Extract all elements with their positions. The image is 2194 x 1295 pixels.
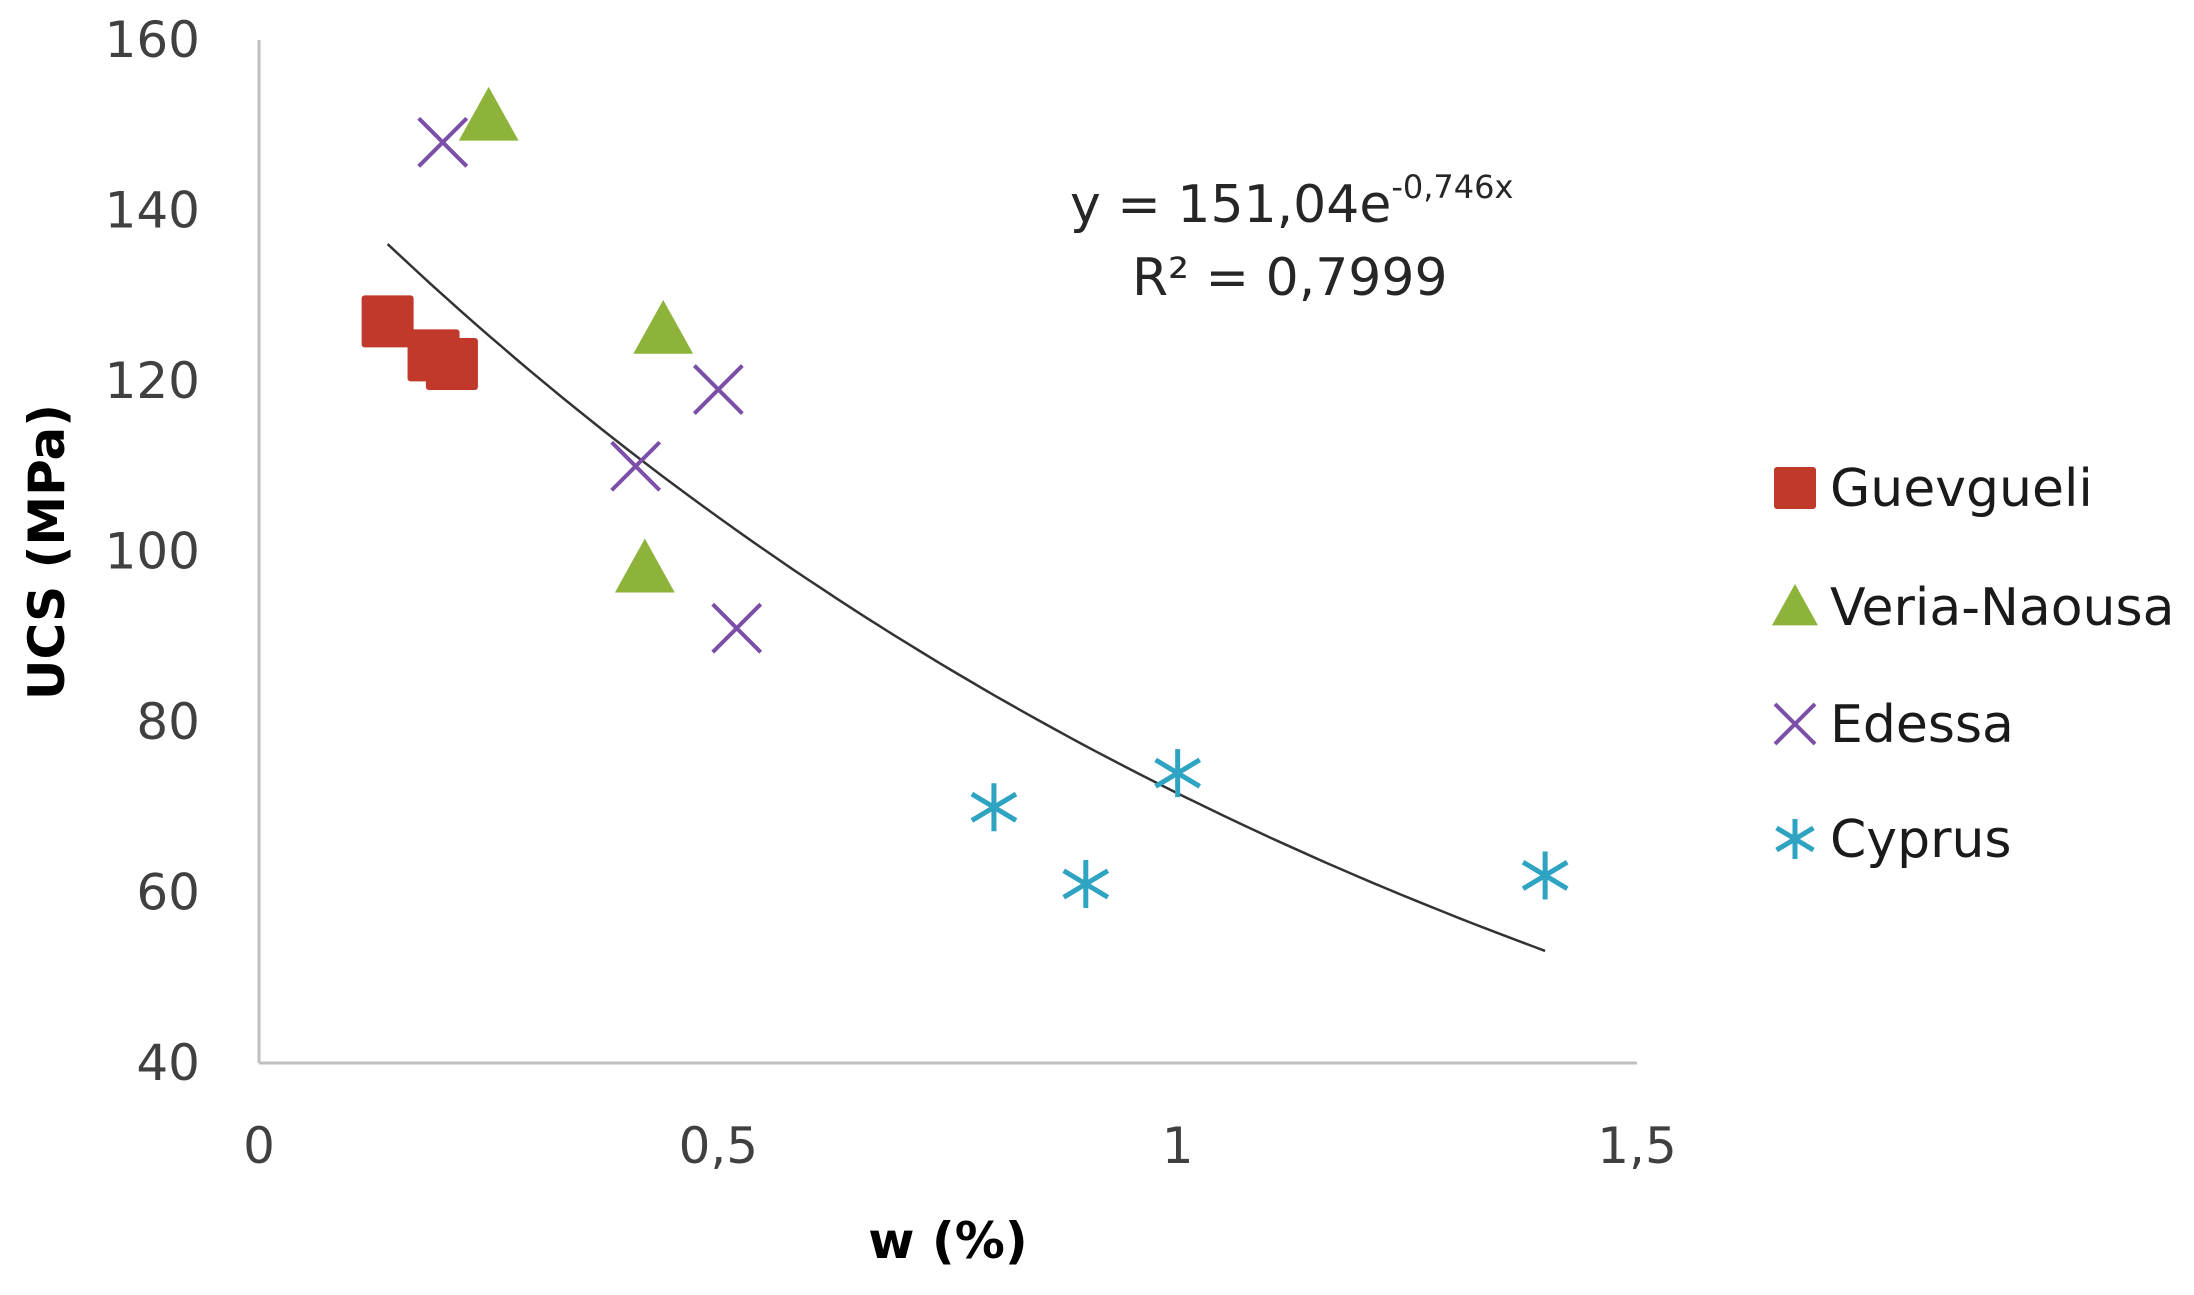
data-point-guevgueli: [425, 337, 478, 390]
y-tick-label: 160: [105, 11, 200, 69]
x-tick-label: 0,5: [679, 1117, 759, 1175]
data-point-cyprus: [970, 783, 1018, 832]
legend-marker-cyprus: [1775, 819, 1815, 859]
exponential-trendline: [386, 243, 1546, 953]
data-point-cyprus: [1521, 851, 1569, 900]
data-point-cyprus: [1062, 859, 1110, 908]
data-point-edessa: [692, 364, 744, 415]
legend-item-cyprus: Cyprus: [1775, 810, 2012, 870]
equation-prefix: y = 151,04e: [1070, 175, 1391, 235]
legend-label-edessa: Edessa: [1830, 695, 2014, 755]
legend: Guevgueli Veria-Naousa Edessa Cyprus: [1772, 459, 2174, 870]
legend-item-guevgueli: Guevgueli: [1774, 459, 2093, 519]
x-tick-label: 0: [243, 1117, 275, 1175]
y-tick-label: 140: [105, 182, 200, 240]
x-axis-title: w (%): [868, 1212, 1027, 1270]
data-point-veria-naousa: [458, 86, 519, 141]
y-axis-title: UCS (MPa): [18, 404, 76, 700]
y-tick-label: 40: [136, 1034, 200, 1092]
series-cyprus: [970, 749, 1569, 908]
data-point-edessa: [610, 440, 662, 492]
data-points: [361, 86, 1569, 908]
y-tick-label: 80: [136, 693, 200, 751]
data-point-veria-naousa: [614, 538, 675, 593]
legend-label-cyprus: Cyprus: [1830, 810, 2012, 870]
y-tick-labels: 40 60 80 100 120 140 160: [105, 11, 200, 1092]
data-point-edessa: [711, 602, 763, 654]
x-tick-labels: 0 0,5 1 1,5: [243, 1117, 1677, 1175]
legend-marker-guevgueli: [1774, 467, 1816, 509]
trendline-equation: y = 151,04e-0,746x: [1070, 168, 1513, 235]
data-point-guevgueli: [361, 295, 414, 348]
x-tick-label: 1,5: [1597, 1117, 1677, 1175]
legend-item-veria-naousa: Veria-Naousa: [1772, 578, 2174, 638]
y-tick-label: 120: [105, 352, 200, 410]
series-guevgueli: [361, 295, 478, 390]
legend-label-guevgueli: Guevgueli: [1830, 459, 2093, 519]
legend-marker-edessa: [1773, 702, 1817, 746]
legend-item-edessa: Edessa: [1773, 695, 2014, 755]
data-point-cyprus: [1154, 749, 1202, 798]
legend-label-veria-naousa: Veria-Naousa: [1830, 578, 2174, 638]
data-point-edessa: [417, 116, 469, 168]
legend-marker-veria-naousa: [1772, 584, 1818, 626]
r-squared: R² = 0,7999: [1132, 248, 1448, 308]
equation-exponent: -0,746x: [1391, 168, 1513, 206]
series-edessa: [417, 116, 763, 654]
series-veria-naousa: [458, 86, 694, 593]
y-tick-label: 60: [136, 864, 200, 922]
y-tick-label: 100: [105, 523, 200, 581]
data-point-veria-naousa: [633, 299, 694, 354]
axes: [257, 40, 1637, 1065]
x-tick-label: 1: [1162, 1117, 1194, 1175]
